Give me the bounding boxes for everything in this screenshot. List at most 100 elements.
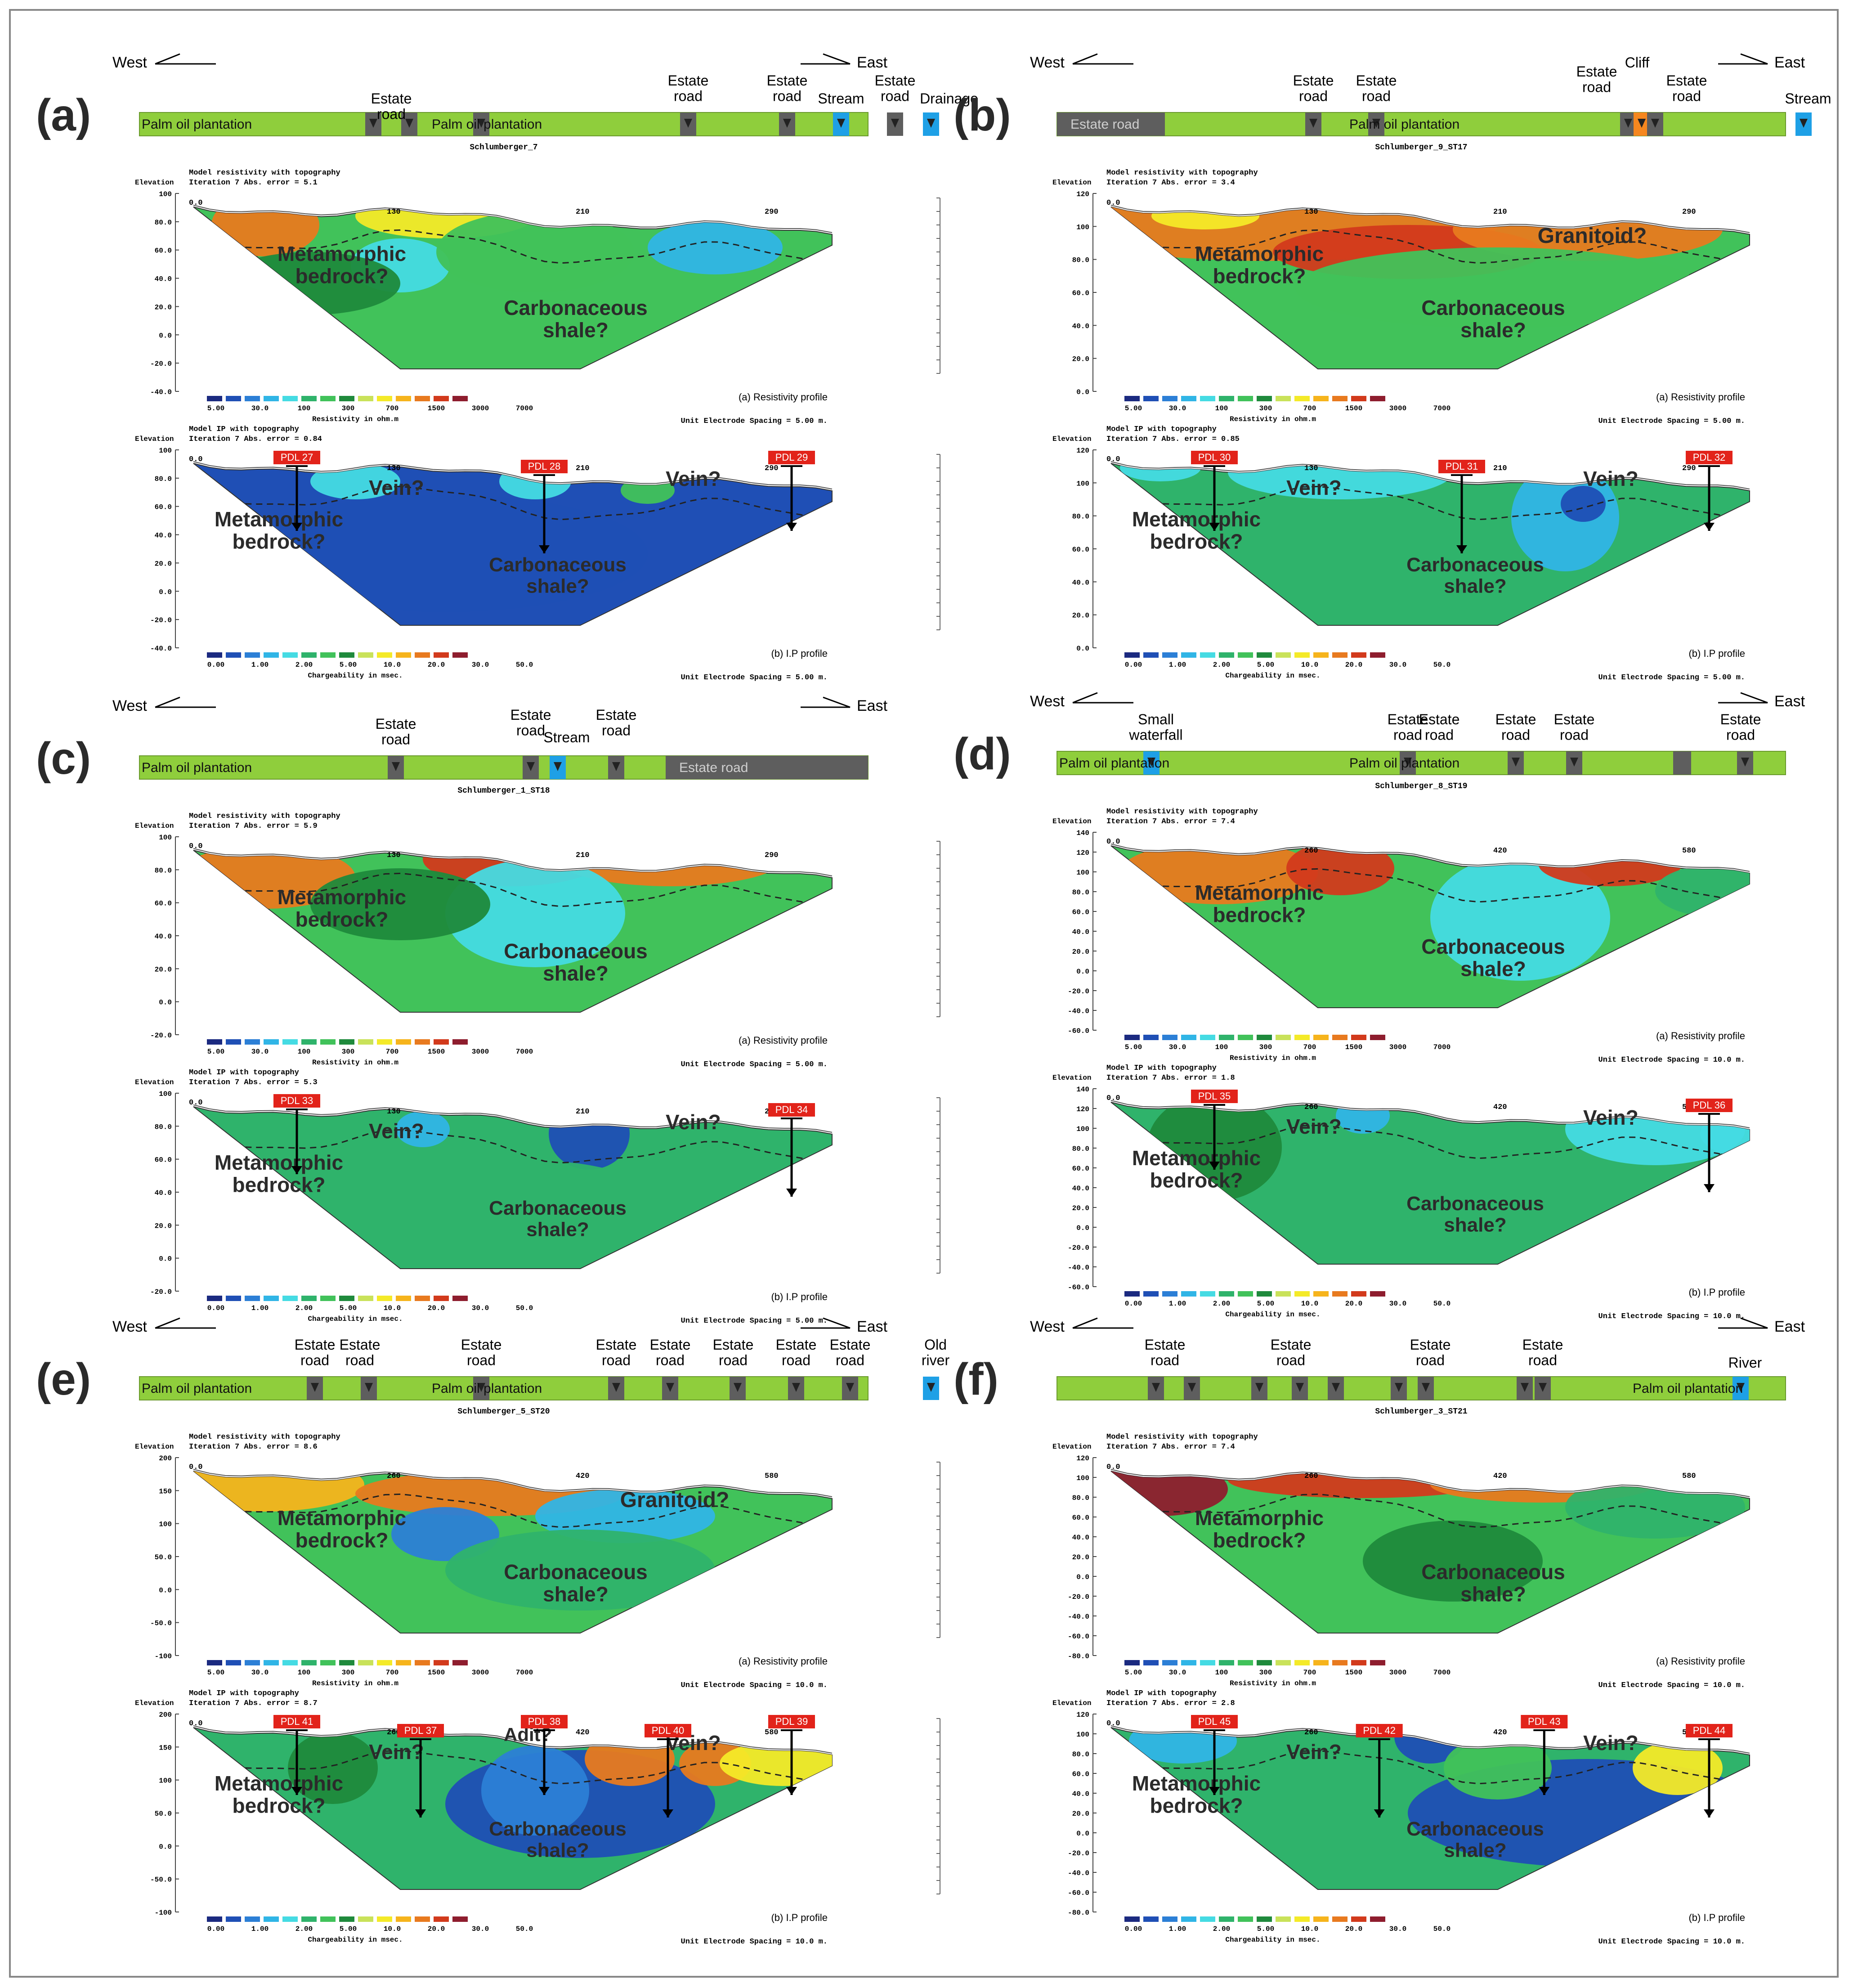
topography-line bbox=[193, 1725, 833, 1754]
bar-feature-arrow bbox=[1147, 758, 1155, 767]
legend-swatch bbox=[1181, 1035, 1196, 1040]
ip-spacing: Unit Electrode Spacing = 10.0 m. bbox=[681, 1938, 828, 1946]
bar-label: Palm oil plantation bbox=[142, 760, 252, 775]
station-label: 0.0 bbox=[1106, 838, 1120, 846]
legend-tick-label: 300 bbox=[342, 404, 355, 413]
bar-feature-arrow bbox=[666, 1383, 674, 1392]
station-label: 290 bbox=[765, 851, 779, 860]
topography-line bbox=[193, 205, 833, 233]
ip-anomaly bbox=[720, 1741, 832, 1786]
interp-metamorphic-ip-line: Metamorphic bbox=[1132, 507, 1261, 531]
elevation-tick-label: 120 bbox=[1076, 447, 1089, 455]
pdl-label-box bbox=[1686, 1724, 1733, 1737]
legend-swatch bbox=[1257, 652, 1272, 658]
bar-feature-arrow bbox=[1332, 1383, 1340, 1392]
legend-swatch bbox=[1238, 1660, 1253, 1665]
bar-feature-arrow bbox=[927, 119, 935, 128]
legend-swatch bbox=[282, 1039, 298, 1045]
legend-swatch bbox=[282, 652, 298, 658]
ip-anomalies bbox=[1111, 463, 1750, 571]
legend-swatch bbox=[377, 396, 392, 401]
legend-swatch bbox=[1351, 1916, 1366, 1922]
elevation-tick-label: 20.0 bbox=[155, 965, 172, 974]
interp-metamorphic-line: Metamorphic bbox=[1195, 881, 1324, 904]
elevation-tick-label: 60.0 bbox=[155, 503, 172, 512]
legend-swatch bbox=[282, 1296, 298, 1301]
legend-swatch bbox=[226, 652, 241, 658]
elevation-tick-label: 100 bbox=[159, 190, 172, 198]
interpretation-boundary bbox=[193, 229, 832, 268]
res-model-title: Model resistivity with topography bbox=[1106, 169, 1258, 177]
elevation-tick-label: 40.0 bbox=[155, 275, 172, 283]
east-label: East bbox=[1774, 54, 1805, 71]
res-anomaly bbox=[1430, 855, 1610, 981]
legend-tick-label: 1.00 bbox=[251, 661, 269, 669]
interp-carbonaceous-ip-line: shale? bbox=[526, 1840, 589, 1862]
legend-swatch bbox=[301, 652, 317, 658]
elevation-tick-label: 120 bbox=[1076, 849, 1089, 857]
ip-model-title: Model IP with topography bbox=[189, 1689, 299, 1698]
legend-tick-label: 1.00 bbox=[251, 1925, 269, 1933]
elevation-tick-label: 100 bbox=[1076, 480, 1089, 488]
legend-tick-label: 50.0 bbox=[516, 661, 533, 669]
ip-model-title: Model IP with topography bbox=[1106, 1689, 1217, 1698]
station-label: 130 bbox=[387, 1108, 401, 1116]
pdl-label-box bbox=[1438, 460, 1485, 473]
elevation-tick-label: 100 bbox=[159, 1777, 172, 1785]
res-anomaly bbox=[310, 868, 490, 940]
west-arrow bbox=[155, 1317, 216, 1329]
pdl-arrowhead bbox=[291, 523, 302, 531]
legend-tick-label: 2.00 bbox=[1213, 661, 1230, 669]
elevation-tick-label: 60.0 bbox=[1072, 1514, 1089, 1522]
interp-granitoid-group: Granitoid? bbox=[1538, 224, 1647, 248]
legend-unit: Chargeability in msec. bbox=[1225, 1310, 1320, 1319]
legend-tick-label: 1500 bbox=[428, 1048, 445, 1056]
res-caption: (a) Resistivity profile bbox=[739, 1656, 828, 1667]
elevation-tick-label: 60.0 bbox=[155, 900, 172, 908]
station-label: 290 bbox=[1682, 464, 1696, 473]
feature-label-line: Estate bbox=[776, 1337, 817, 1353]
elevation-tick-label: -80.0 bbox=[1068, 1652, 1089, 1660]
legend-swatch bbox=[358, 396, 373, 401]
legend-unit: Resistivity in ohm.m bbox=[1230, 415, 1316, 423]
legend-swatch bbox=[1332, 1291, 1348, 1297]
legend-tick-label: 3000 bbox=[472, 1048, 489, 1056]
interp-carbonaceous-line: shale? bbox=[543, 962, 609, 985]
legend-unit: Chargeability in msec. bbox=[308, 1936, 403, 1944]
pdl-label: PDL 40 bbox=[652, 1725, 685, 1736]
legend-swatch bbox=[1313, 396, 1329, 401]
interp-carbonaceous-line: shale? bbox=[1460, 957, 1526, 981]
feature-label-line: road bbox=[467, 1352, 496, 1369]
legend-swatch bbox=[358, 1039, 373, 1045]
elevation-tick-label: -40.0 bbox=[1068, 1869, 1089, 1877]
legend-tick-label: 30.0 bbox=[251, 1048, 269, 1056]
station-label: 580 bbox=[1682, 847, 1696, 855]
legend-tick-label: 30.0 bbox=[251, 404, 269, 413]
interp-metamorphic-line: bedrock? bbox=[1213, 1529, 1306, 1552]
elevation-tick-label: 20.0 bbox=[155, 560, 172, 568]
station-label: 260 bbox=[387, 1728, 401, 1737]
elevation-tick-label: 0.0 bbox=[1076, 1573, 1089, 1581]
legend-swatch bbox=[452, 1296, 468, 1301]
feature-label-line: Estate bbox=[1419, 711, 1460, 727]
elevation-tick-label: 40.0 bbox=[1072, 579, 1089, 587]
legend-swatch bbox=[434, 1916, 449, 1922]
bar-feature-arrow bbox=[846, 1383, 854, 1392]
legend-tick-label: 300 bbox=[342, 1669, 355, 1677]
interp-carbonaceous-line: Carbonaceous bbox=[504, 296, 648, 319]
bar-feature-arrow bbox=[1309, 119, 1317, 128]
legend-tick-label: 100 bbox=[1215, 404, 1228, 413]
bar-feature-arrow bbox=[927, 1383, 935, 1392]
legend-swatch bbox=[320, 1296, 336, 1301]
legend-swatch bbox=[207, 1039, 222, 1045]
station-label: 0.0 bbox=[1106, 1719, 1120, 1728]
elevation-tick-label: -20.0 bbox=[1068, 1244, 1089, 1252]
bar-feature-arrow bbox=[1512, 758, 1520, 767]
legend-tick-label: 700 bbox=[386, 1048, 399, 1056]
interp-vein: Vein? bbox=[666, 1110, 721, 1134]
legend-swatch bbox=[339, 1916, 354, 1922]
feature-label-line: road bbox=[1299, 88, 1328, 104]
legend-tick-label: 2.00 bbox=[1213, 1925, 1230, 1933]
